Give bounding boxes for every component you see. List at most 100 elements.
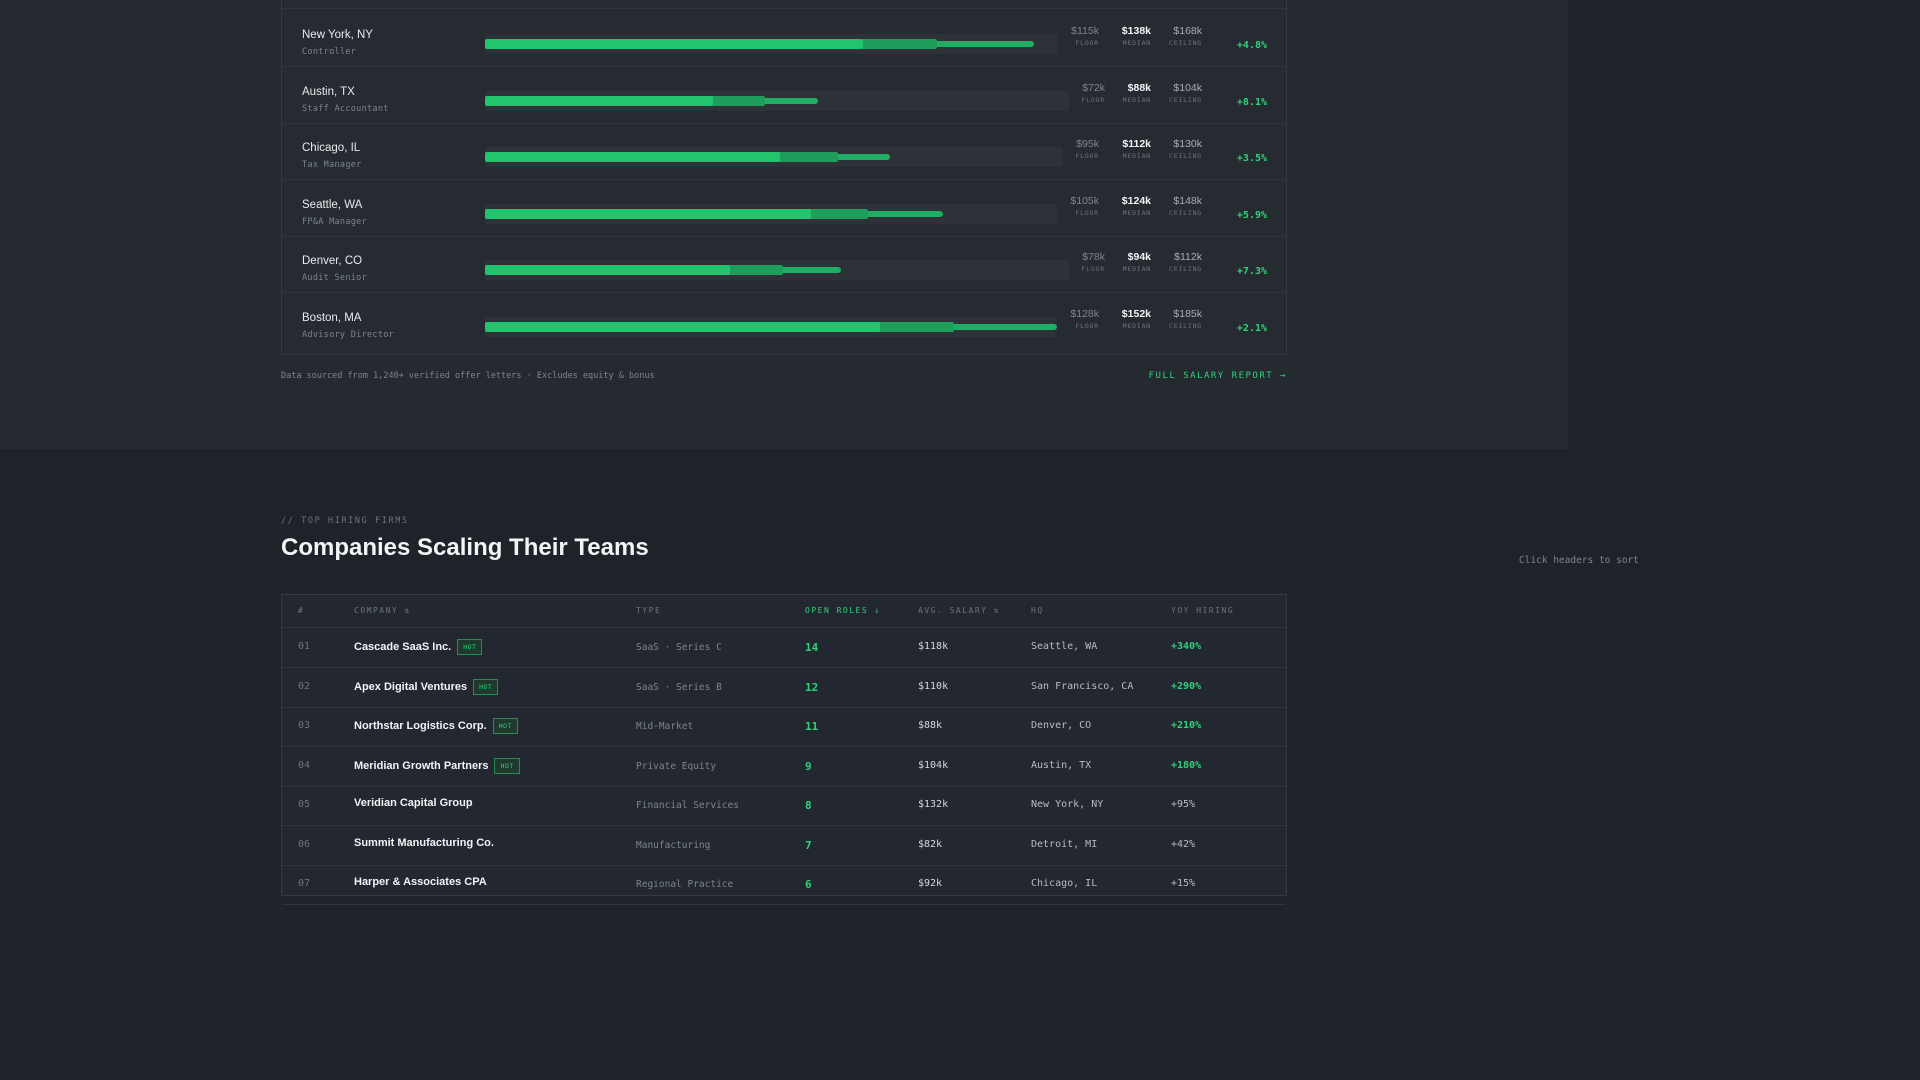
salary-section: New York, NY Controller $115k FLOOR $138k MED… xyxy=(0,0,1568,449)
salary-ceiling-label: CEILING xyxy=(1169,39,1202,47)
table-row[interactable]: 07 Harper & Associates CPA Regional Practi… xyxy=(282,865,1286,905)
header-avg-salary[interactable]: AVG. SALARY ⇅ xyxy=(918,606,1001,615)
avg-salary: $92k xyxy=(918,878,943,889)
company-cell: Summit Manufacturing Co. xyxy=(354,837,494,849)
yoy-hiring: +95% xyxy=(1171,799,1196,810)
avg-salary: $132k xyxy=(918,799,949,810)
salary-city: Austin, TX xyxy=(302,85,355,98)
salary-role: FP&A Manager xyxy=(302,216,368,227)
salary-median-stat: $124k MEDIAN xyxy=(1122,195,1151,217)
company-rank: 01 xyxy=(298,641,311,652)
company-hq: Austin, TX xyxy=(1031,759,1092,771)
hot-badge: HOT xyxy=(492,718,518,734)
salary-ceiling-value: $112k xyxy=(1174,251,1202,264)
company-name[interactable]: Meridian Growth Partners xyxy=(354,759,489,772)
salary-range-track xyxy=(485,90,1069,111)
company-type: Manufacturing xyxy=(636,839,711,851)
company-cell: Veridian Capital Group xyxy=(354,797,473,809)
header-rank: # xyxy=(298,606,305,615)
table-row[interactable]: 03 Northstar Logistics Corp. HOT Mid-Market… xyxy=(282,707,1286,747)
yoy-hiring: +15% xyxy=(1171,878,1196,889)
salary-median-stat: $94k MEDIAN xyxy=(1123,251,1151,273)
salary-floor-label: FLOOR xyxy=(1081,95,1105,104)
salary-median-label: MEDIAN xyxy=(1122,265,1151,274)
salary-ceiling-stat: $112k CEILING xyxy=(1169,251,1202,273)
header-type: TYPE xyxy=(636,606,662,615)
salary-yoy-change: +3.5% xyxy=(1236,153,1267,165)
salary-median-stat: $152k MEDIAN xyxy=(1122,308,1151,330)
company-type: SaaS · Series C xyxy=(636,642,722,653)
yoy-hiring: +210% xyxy=(1171,720,1202,731)
company-name[interactable]: Summit Manufacturing Co. xyxy=(354,836,494,849)
yoy-hiring: +340% xyxy=(1171,641,1202,652)
yoy-hiring: +42% xyxy=(1171,838,1196,850)
company-name[interactable]: Veridian Capital Group xyxy=(354,797,473,809)
salary-floor-label: FLOOR xyxy=(1075,208,1099,217)
salary-floor-value: $78k xyxy=(1082,251,1105,264)
open-roles: 9 xyxy=(805,759,812,773)
salary-role: Staff Accountant xyxy=(302,103,389,114)
header-open-roles[interactable]: OPEN ROLES ↓ xyxy=(805,606,881,615)
table-row[interactable]: 02 Apex Digital Ventures HOT SaaS · Series … xyxy=(282,668,1286,708)
company-type: Mid-Market xyxy=(636,721,694,732)
open-roles: 7 xyxy=(805,838,812,852)
salary-role: Controller xyxy=(302,47,357,57)
salary-floor-label: FLOOR xyxy=(1075,152,1099,161)
salary-floor-label: FLOOR xyxy=(1081,265,1105,274)
company-hq: Detroit, MI xyxy=(1031,838,1098,850)
salary-yoy-change: +5.9% xyxy=(1236,209,1267,221)
company-rank: 07 xyxy=(298,878,311,889)
salary-median-value: $124k xyxy=(1121,194,1151,207)
full-salary-report-link[interactable]: FULL SALARY REPORT → xyxy=(1148,371,1287,381)
salary-floor-stat: $78k FLOOR xyxy=(1081,251,1105,273)
salary-floor-value: $115k xyxy=(1071,25,1099,37)
salary-floor-bar xyxy=(485,152,780,163)
salary-median-stat: $88k MEDIAN xyxy=(1123,82,1151,104)
salary-median-label: MEDIAN xyxy=(1122,39,1151,47)
section-eyebrow: // TOP HIRING FIRMS xyxy=(281,516,409,526)
salary-city: New York, NY xyxy=(302,29,373,41)
salary-row: New York, NY Controller $115k FLOOR $138k MED… xyxy=(282,9,1286,67)
salary-ceiling-value: $130k xyxy=(1173,138,1202,151)
table-row[interactable]: 05 Veridian Capital Group Financial Servic… xyxy=(282,786,1286,826)
salary-median-value: $88k xyxy=(1127,81,1151,94)
open-roles: 14 xyxy=(805,641,819,654)
hot-badge: HOT xyxy=(473,678,499,695)
company-type: Financial Services xyxy=(636,800,739,811)
header-company[interactable]: COMPANY ⇅ xyxy=(354,606,411,615)
salary-range-track xyxy=(485,260,1069,281)
salary-floor-value: $128k xyxy=(1070,308,1099,320)
salary-floor-stat: $128k FLOOR xyxy=(1070,308,1099,330)
salary-floor-value: $105k xyxy=(1070,194,1099,207)
salary-row: Denver, CO Audit Senior $78k FLOOR $94k MEDIA… xyxy=(282,235,1286,294)
open-roles: 6 xyxy=(805,878,812,891)
salary-yoy-change: +2.1% xyxy=(1236,323,1267,334)
salary-role: Tax Manager xyxy=(302,160,362,171)
salary-ceiling-stat: $168k CEILING xyxy=(1169,25,1202,47)
company-cell: Cascade SaaS Inc. HOT xyxy=(354,639,483,655)
data-source-footnote: Data sourced from 1,240+ verified offer … xyxy=(281,371,655,381)
salary-floor-value: $72k xyxy=(1082,81,1105,94)
company-cell: Harper & Associates CPA xyxy=(354,876,487,888)
salary-city: Boston, MA xyxy=(302,312,362,324)
salary-ceiling-label: CEILING xyxy=(1169,322,1202,330)
table-row[interactable]: 04 Meridian Growth Partners HOT Private Equ… xyxy=(282,747,1286,787)
section-title: Companies Scaling Their Teams xyxy=(281,534,649,561)
table-row[interactable]: 01 Cascade SaaS Inc. HOT SaaS · Series C 14 $… xyxy=(282,628,1286,668)
table-row[interactable]: 06 Summit Manufacturing Co. Manufacturing 7… xyxy=(282,826,1286,866)
salary-range-track xyxy=(485,317,1057,337)
salary-floor-bar xyxy=(485,265,731,276)
salary-city: Denver, CO xyxy=(302,255,363,268)
company-rank: 04 xyxy=(298,759,311,771)
salary-floor-bar xyxy=(485,95,713,106)
avg-salary: $88k xyxy=(918,720,943,731)
salary-city: Chicago, IL xyxy=(302,142,361,155)
salary-floor-bar xyxy=(485,322,880,332)
company-hq: Chicago, IL xyxy=(1031,878,1098,889)
company-name[interactable]: Apex Digital Ventures xyxy=(354,680,468,693)
salary-floor-label: FLOOR xyxy=(1075,39,1099,47)
company-name[interactable]: Cascade SaaS Inc. xyxy=(354,641,452,653)
salary-city: Seattle, WA xyxy=(302,198,363,211)
company-name[interactable]: Harper & Associates CPA xyxy=(354,876,487,888)
company-name[interactable]: Northstar Logistics Corp. xyxy=(354,720,487,732)
